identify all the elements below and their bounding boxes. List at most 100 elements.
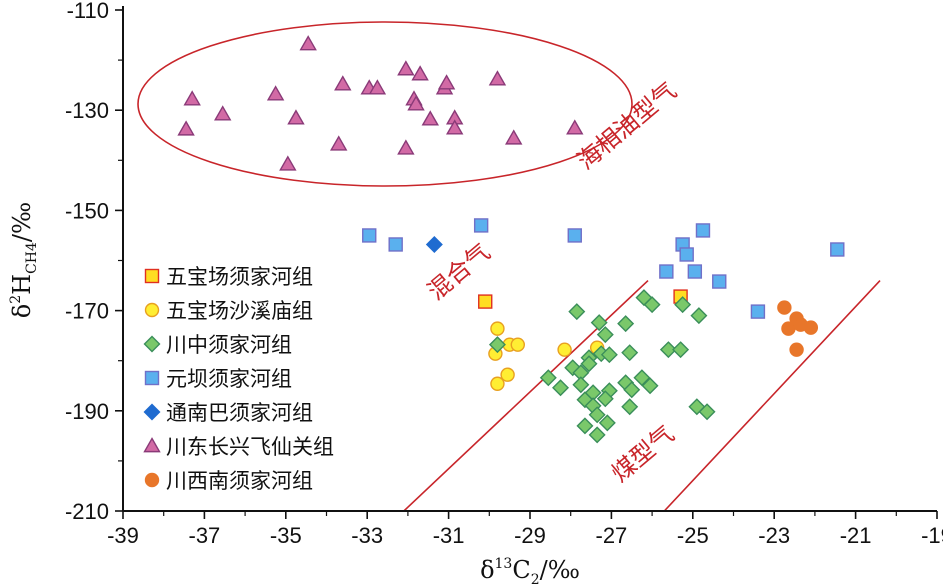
data-point (490, 321, 505, 336)
region-annotations (137, 21, 881, 512)
data-point (617, 315, 635, 333)
data-point (777, 300, 792, 315)
data-point (500, 367, 515, 382)
data-point (566, 119, 584, 135)
marine-gas-ellipse (137, 21, 633, 187)
data-point (712, 274, 727, 289)
legend-label: 五宝场须家河组 (166, 265, 313, 289)
legend-entry: 通南巴须家河组 (143, 401, 313, 425)
data-point (781, 321, 796, 336)
x-tick-label: -21 (840, 523, 872, 548)
data-point (576, 417, 594, 435)
data-point (659, 264, 674, 279)
y-tick-label: -130 (65, 98, 109, 123)
x-tick-label: -19 (921, 523, 943, 548)
x-tick-label: -25 (677, 523, 709, 548)
data-point (580, 355, 598, 373)
legend-entry: 五宝场沙溪庙组 (144, 299, 313, 323)
data-point (411, 65, 429, 81)
data-point (368, 79, 387, 95)
y-tick-label: -150 (65, 198, 109, 223)
data-point (598, 414, 616, 432)
legend-entry: 川中须家河组 (143, 333, 292, 357)
series-7 (777, 300, 819, 357)
data-point (421, 110, 439, 126)
data-point (552, 379, 570, 397)
data-point (621, 344, 639, 362)
data-point (590, 314, 608, 332)
data-point (407, 95, 425, 111)
x-tick-label: -29 (514, 523, 546, 548)
y-tick-label: -210 (65, 499, 109, 524)
data-point (568, 303, 586, 321)
legend-marker (143, 335, 161, 353)
legend-marker (143, 403, 161, 421)
data-point (388, 237, 403, 252)
data-points (177, 35, 845, 444)
legend-marker (144, 302, 160, 318)
data-point (362, 228, 377, 243)
data-point (633, 369, 651, 387)
data-point (334, 75, 352, 91)
y-tick-label: -170 (65, 299, 109, 324)
legend-marker (143, 437, 161, 453)
data-point (445, 119, 464, 135)
legend-entry: 五宝场须家河组 (144, 265, 313, 289)
data-point (490, 376, 505, 391)
axes: -39 -37 -35 -33 -31 -29 -27 -25 -23 -21 -19 -110 -13… (8, 0, 943, 587)
data-point (623, 381, 641, 399)
legend-label: 川西南须家河组 (166, 469, 313, 493)
data-point (299, 35, 317, 51)
legend-marker (144, 472, 160, 488)
data-point (621, 398, 639, 416)
y-tick-label: -190 (65, 399, 109, 424)
data-point (789, 342, 804, 357)
legend-label: 通南巴须家河组 (166, 401, 313, 425)
data-point (830, 242, 845, 257)
data-point (698, 403, 716, 421)
series-5 (425, 235, 443, 253)
data-point (596, 326, 614, 344)
y-tick-label: -110 (67, 0, 109, 23)
data-point (567, 228, 582, 243)
data-point (659, 341, 677, 359)
data-point (473, 218, 489, 233)
data-point (572, 376, 590, 394)
legend-entry: 川西南须家河组 (144, 469, 313, 493)
series-1 (478, 289, 688, 309)
x-tick-label: -31 (433, 523, 465, 548)
series-3 (488, 289, 716, 444)
data-point (425, 235, 443, 253)
data-point (437, 74, 456, 90)
x-tick-label: -27 (596, 523, 628, 548)
data-point (803, 320, 819, 335)
data-point (600, 346, 618, 364)
data-point (687, 264, 703, 279)
data-point (397, 139, 415, 155)
data-point (330, 135, 348, 151)
data-point (690, 307, 708, 325)
legend-label: 川中须家河组 (166, 333, 292, 357)
data-point (488, 336, 506, 354)
data-point (214, 105, 232, 121)
data-point (641, 377, 659, 395)
legend-label: 川东长兴飞仙关组 (166, 435, 334, 459)
x-tick-label: -35 (270, 523, 302, 548)
data-point (539, 369, 557, 387)
legend-marker (144, 370, 160, 386)
series-4 (362, 218, 845, 319)
data-point (557, 342, 572, 357)
legend-label: 五宝场沙溪庙组 (166, 299, 313, 323)
data-point (643, 296, 661, 314)
legend: 五宝场须家河组五宝场沙溪庙组川中须家河组元坝须家河组通南巴须家河组川东长兴飞仙关… (143, 265, 334, 493)
data-point (397, 60, 415, 76)
mixed-coal-boundary-line (403, 279, 649, 512)
data-point (279, 155, 297, 171)
series-6 (177, 35, 584, 171)
x-axis-title: δ13C2/‰ (480, 556, 580, 587)
data-point (596, 390, 614, 408)
coal-gas-boundary-line (663, 279, 881, 512)
legend-entry: 元坝须家河组 (144, 367, 292, 391)
